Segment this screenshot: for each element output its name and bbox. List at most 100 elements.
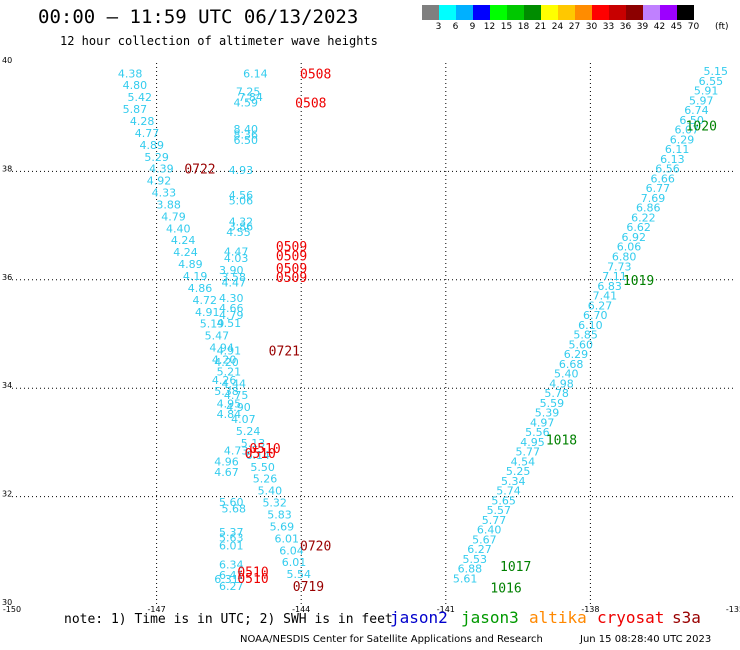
wave-height-value: 5.77: [515, 446, 540, 459]
wave-height-value: 4.98: [549, 377, 574, 390]
wave-height-value: 4.67: [214, 466, 239, 479]
pass-time-label: 0508: [300, 67, 331, 82]
legend-swatch: [507, 5, 524, 20]
wave-height-value: 3.88: [156, 198, 181, 211]
wave-height-value: 5.34: [501, 475, 526, 488]
wave-height-value: 6.01: [219, 539, 244, 552]
legend-swatch: [439, 5, 456, 20]
wave-height-value: 6.70: [583, 309, 608, 322]
legend-label: 9: [469, 22, 476, 32]
wave-height-value: 4.30: [219, 292, 244, 305]
wave-height-value: 4.47: [224, 246, 249, 259]
wave-height-value: 5.40: [258, 485, 283, 498]
wave-height-value: 4.94: [209, 342, 234, 355]
pass-time-label: 0509: [276, 271, 307, 286]
y-tick-label: 36: [2, 273, 12, 282]
wave-height-value: 6.55: [699, 75, 724, 88]
legend-label: 36: [619, 22, 632, 32]
wave-height-value: 4.33: [152, 187, 177, 200]
wave-height-value: 4.92: [147, 175, 172, 188]
wave-height-value: 3.58: [221, 271, 246, 284]
credit-text: NOAA/NESDIS Center for Satellite Applica…: [240, 634, 543, 645]
wave-height-value: 4.80: [123, 79, 148, 92]
wave-height-value: 6.40: [477, 524, 502, 537]
legend-swatch: [626, 5, 643, 20]
wave-height-value: 6.88: [458, 563, 483, 576]
wave-height-value: 5.24: [236, 425, 261, 438]
wave-height-value: 4.26: [212, 374, 237, 387]
wave-height-value: 8.36: [234, 129, 259, 142]
wave-height-value: 4.20: [212, 353, 237, 366]
wave-height-value: 5.68: [221, 503, 246, 516]
wave-height-value: 4.89: [140, 139, 165, 152]
wave-height-value: 5.87: [123, 103, 148, 116]
wave-height-value: 4.72: [193, 294, 218, 307]
wave-height-value: 6.50: [234, 134, 259, 147]
wave-height-value: 5.65: [491, 494, 516, 507]
x-tick-label: -144: [292, 605, 310, 614]
wave-height-value: 5.67: [472, 533, 497, 546]
wave-height-value: 4.28: [130, 115, 155, 128]
wave-height-value: 6.14: [246, 449, 271, 462]
wave-height-value: 5.32: [262, 497, 287, 510]
legend-label: 3: [435, 22, 442, 32]
legend-swatch: [677, 5, 694, 20]
wave-height-value: 7.84: [238, 91, 263, 104]
wave-height-value: 5.83: [267, 508, 292, 521]
legend-swatch: [609, 5, 626, 20]
legend-swatch: [541, 5, 558, 20]
pass-time-label: 0510: [249, 442, 280, 457]
x-tick-label: -147: [148, 605, 166, 614]
satellite-name: jason2: [390, 608, 448, 627]
wave-height-value: 5.53: [462, 553, 487, 566]
wave-height-value: 5.21: [217, 365, 242, 378]
wave-height-value: 5.15: [703, 65, 728, 78]
wave-height-value: 4.77: [135, 127, 160, 140]
footer-note: note: 1) Time is in UTC; 2) SWH is in fe…: [64, 612, 393, 627]
wave-height-value: 4.93: [229, 164, 254, 177]
wave-height-value: 4.40: [166, 222, 191, 235]
legend-label: 15: [500, 22, 513, 32]
wave-height-value: 8.40: [234, 123, 259, 136]
legend-label: 12: [483, 22, 496, 32]
wave-height-value: 4.38: [118, 67, 143, 80]
wave-height-value: 4.95: [520, 436, 545, 449]
wave-height-value: 5.25: [506, 465, 531, 478]
wave-height-value: 5.06: [229, 195, 254, 208]
wave-height-value: 5.77: [482, 514, 507, 527]
legend-swatch: [558, 5, 575, 20]
wave-height-value: 5.74: [496, 485, 521, 498]
wave-height-value: 6.66: [650, 172, 675, 185]
pass-time-label: 0510: [245, 447, 276, 462]
wave-height-value: 4.86: [188, 282, 213, 295]
legend-label: 70: [687, 22, 700, 32]
wave-height-value: 4.79: [219, 309, 244, 322]
wave-height-value: 5.60: [219, 496, 244, 509]
satellite-name: altika: [529, 608, 587, 627]
wave-height-value: 6.01: [274, 532, 299, 545]
wave-height-value: 4.59: [234, 97, 259, 110]
wave-height-value: 7.69: [641, 192, 666, 205]
wave-height-value: 6.68: [559, 358, 584, 371]
wave-height-value: 4.54: [511, 455, 536, 468]
pass-time-label: 1018: [546, 434, 577, 449]
wave-height-value: 4.84: [217, 408, 242, 421]
wave-height-value: 6.31: [214, 573, 239, 586]
legend-swatch: [660, 5, 677, 20]
wave-height-value: 4.90: [226, 401, 251, 414]
wave-height-value: 6.06: [617, 241, 642, 254]
wave-height-value: 4.07: [231, 413, 256, 426]
pass-time-label: 0508: [295, 97, 326, 112]
y-tick-label: 38: [2, 164, 12, 173]
wave-height-value: 5.47: [205, 330, 230, 343]
wave-height-value: 6.83: [597, 280, 622, 293]
wave-height-value: 4.47: [221, 277, 246, 290]
wave-height-value: 4.20: [214, 356, 239, 369]
wave-height-value: 6.41: [219, 569, 244, 582]
wave-height-value: 5.54: [287, 568, 312, 581]
wave-height-value: 6.74: [684, 104, 709, 117]
pass-time-label: 0509: [276, 249, 307, 264]
pass-time-label: 0719: [293, 580, 324, 595]
legend-swatch: [490, 5, 507, 20]
